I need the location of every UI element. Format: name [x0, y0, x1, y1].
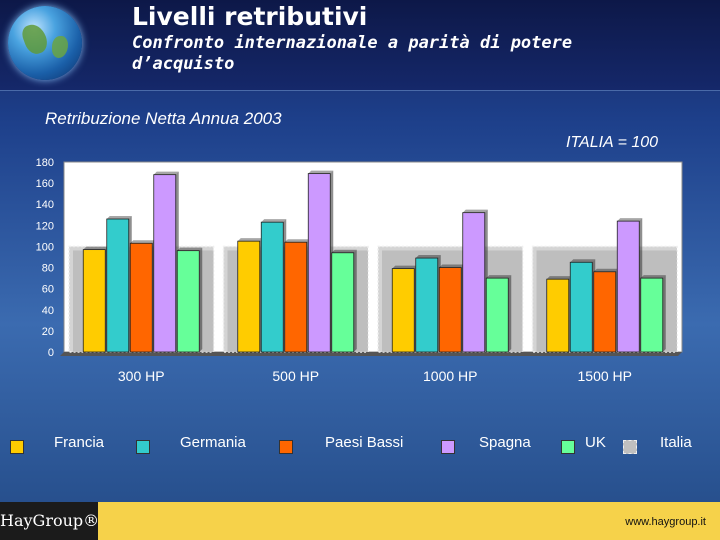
- bar-top: [439, 264, 465, 268]
- bar-top: [130, 240, 156, 244]
- bar-uk: [485, 277, 509, 353]
- reference-label: ITALIA = 100: [566, 134, 659, 151]
- bar-top: [617, 218, 643, 222]
- legend-swatch-germania: [136, 440, 150, 454]
- bar-francia: [546, 278, 570, 353]
- footer-url[interactable]: www.haygroup.it: [625, 516, 706, 528]
- bar-top: [106, 216, 132, 219]
- bar-top: [261, 219, 287, 223]
- bar-top: [640, 275, 666, 279]
- legend-label-francia: Francia: [54, 434, 105, 451]
- bar-germania: [106, 218, 130, 353]
- legend-swatch-uk: [561, 440, 575, 454]
- bar-top: [308, 170, 334, 174]
- legend-label-italia: Italia: [660, 434, 692, 451]
- page-subtitle: Confronto internazionale a parità di pot…: [132, 33, 573, 74]
- legend-swatch-paesi-bassi: [279, 440, 293, 454]
- bar-top: [462, 209, 488, 213]
- legend-label-germania: Germania: [180, 434, 246, 451]
- x-tick-label: 500 HP: [272, 368, 319, 384]
- bar-francia: [82, 249, 106, 353]
- bar-top: [593, 268, 619, 272]
- legend-label-uk: UK: [585, 434, 606, 451]
- bar-spagna: [616, 220, 640, 353]
- bar-francia: [391, 268, 415, 353]
- y-tick-label: 40: [42, 305, 54, 317]
- y-tick-label: 60: [42, 284, 54, 296]
- y-tick-label: 140: [36, 199, 54, 211]
- bar-top: [486, 275, 512, 279]
- bar-top: [153, 171, 179, 175]
- legend: Francia Germania Paesi Bassi Spagna UK Italia: [0, 434, 720, 458]
- bar-uk: [640, 277, 664, 353]
- bar-paesi-bassi: [129, 242, 153, 353]
- bar-side: [662, 275, 666, 352]
- footer: HayGroup® www.haygroup.it: [0, 502, 720, 540]
- bar-top: [392, 265, 418, 269]
- legend-label-paesi-bassi: Paesi Bassi: [325, 434, 404, 451]
- bar-top: [546, 276, 572, 280]
- y-tick-label: 80: [42, 263, 54, 275]
- x-tick-label: 300 HP: [118, 368, 165, 384]
- page-title: Livelli retributivi: [132, 2, 368, 31]
- bar-germania: [569, 261, 593, 353]
- bar-paesi-bassi: [593, 271, 617, 353]
- bar-side: [508, 275, 512, 352]
- bar-spagna: [153, 174, 177, 353]
- bar-top: [284, 239, 310, 243]
- bar-spagna: [462, 212, 486, 353]
- globe-icon: [8, 6, 82, 80]
- bar-top: [415, 255, 441, 259]
- legend-swatch-italia: [623, 440, 637, 454]
- bar-germania: [260, 221, 284, 353]
- bar-top: [237, 238, 263, 242]
- y-tick-label: 180: [36, 157, 54, 169]
- bar-top: [177, 247, 203, 251]
- haygroup-logo: HayGroup®: [0, 502, 99, 540]
- bar-uk: [176, 250, 200, 353]
- y-tick-label: 100: [36, 241, 54, 253]
- bar-germania: [415, 257, 439, 353]
- bar-side: [353, 249, 357, 352]
- bar-paesi-bassi: [284, 241, 308, 353]
- legend-swatch-francia: [10, 440, 24, 454]
- bar-top: [570, 259, 596, 263]
- legend-swatch-spagna: [441, 440, 455, 454]
- bar-side: [199, 247, 203, 352]
- y-tick-label: 20: [42, 326, 54, 338]
- x-tick-label: 1500 HP: [578, 368, 632, 384]
- bar-francia: [237, 240, 261, 353]
- legend-label-spagna: Spagna: [479, 434, 531, 451]
- header: Livelli retributivi Confronto internazio…: [0, 0, 720, 91]
- chart-title: Retribuzione Netta Annua 2003: [45, 109, 282, 128]
- y-tick-label: 0: [48, 347, 54, 359]
- bar-spagna: [307, 173, 331, 353]
- x-tick-label: 1000 HP: [423, 368, 477, 384]
- bar-top: [331, 249, 357, 253]
- bar-uk: [331, 252, 355, 353]
- y-tick-label: 160: [36, 178, 54, 190]
- y-tick-label: 120: [36, 220, 54, 232]
- bar-top: [83, 246, 109, 250]
- plot-floor: [60, 352, 682, 356]
- bar-paesi-bassi: [438, 267, 462, 353]
